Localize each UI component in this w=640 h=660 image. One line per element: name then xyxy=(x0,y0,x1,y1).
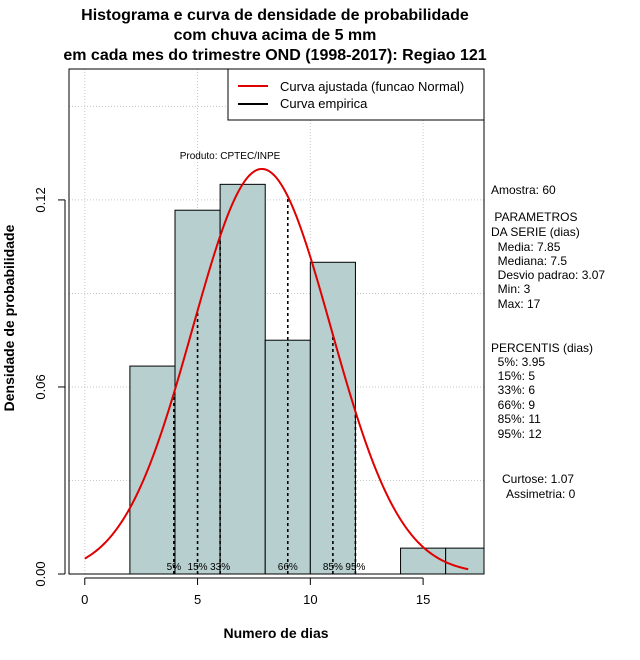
stat-mean: Media: 7.85 xyxy=(491,240,561,254)
stat-median: Mediana: 7.5 xyxy=(491,254,567,268)
percentile-95: 95%: 12 xyxy=(491,427,542,441)
params-subheading: DA SERIE (dias) xyxy=(491,225,580,239)
percentile-label-33: 33% xyxy=(210,562,230,573)
legend-box xyxy=(227,68,485,121)
histogram-bars xyxy=(129,183,485,575)
x-tick-label: 0 xyxy=(81,592,88,607)
skewness: Assimetria: 0 xyxy=(500,487,576,501)
histogram-bar-4 xyxy=(309,261,356,575)
chart-title: Histograma e curva de densidade de proba… xyxy=(63,7,486,64)
stat-sd: Desvio padrao: 3.07 xyxy=(491,268,605,282)
histogram-bar-6 xyxy=(400,547,447,575)
stat-min: Min: 3 xyxy=(491,282,531,296)
y-axis: 0.00 0.06 0.12 xyxy=(33,187,66,587)
normal-fit-curve xyxy=(84,167,469,571)
x-tick-label: 15 xyxy=(416,592,430,607)
percentile-label-85: 85% xyxy=(323,562,343,573)
x-axis: 0 5 10 15 xyxy=(81,577,430,607)
histogram-bar-7 xyxy=(445,547,485,575)
y-tick-label: 0.06 xyxy=(33,374,48,399)
y-tick-label: 0.00 xyxy=(33,561,48,586)
percentile-85: 85%: 11 xyxy=(491,412,541,426)
percentile-lines xyxy=(173,196,357,574)
percentile-33: 33%: 6 xyxy=(491,383,535,397)
percentile-label-15: 15% xyxy=(188,562,208,573)
y-axis-label: Densidade de probabilidade xyxy=(1,224,17,411)
title-line-3: em cada mes do trimestre OND (1998-2017)… xyxy=(63,47,486,64)
y-tick-label: 0.12 xyxy=(33,187,48,212)
title-line-2: com chuva acima de 5 mm xyxy=(174,27,377,44)
title-line-1: Histograma e curva de densidade de proba… xyxy=(81,7,469,24)
percentile-labels: 5% 15% 33% 66% 85% 95% xyxy=(167,562,366,573)
statistics-panel: Amostra: 60 PARAMETROS DA SERIE (dias) M… xyxy=(491,183,605,501)
kurtosis: Curtose: 1.07 xyxy=(502,472,574,486)
percentile-66: 66%: 9 xyxy=(491,398,535,412)
percentile-label-95: 95% xyxy=(345,562,365,573)
histogram-bar-2 xyxy=(219,183,266,575)
legend: Curva ajustada (funcao Normal) Curva emp… xyxy=(227,68,485,121)
percentile-label-66: 66% xyxy=(278,562,298,573)
credit-label: Produto: CPTEC/INPE xyxy=(180,151,281,162)
percentile-15: 15%: 5 xyxy=(491,369,535,383)
x-tick-label: 5 xyxy=(194,592,201,607)
histogram-bar-0 xyxy=(129,365,176,575)
params-heading: PARAMETROS xyxy=(491,210,577,224)
percentile-label-5: 5% xyxy=(167,562,182,573)
percentiles-heading: PERCENTIS (dias) xyxy=(491,341,593,355)
x-axis-label: Numero de dias xyxy=(223,625,328,641)
x-tick-label: 10 xyxy=(303,592,317,607)
stat-max: Max: 17 xyxy=(491,297,541,311)
legend-label-empirical: Curva empirica xyxy=(280,96,368,111)
sample-size: Amostra: 60 xyxy=(491,183,556,197)
legend-label-normal: Curva ajustada (funcao Normal) xyxy=(280,79,464,94)
percentile-5: 5%: 3.95 xyxy=(491,355,545,369)
